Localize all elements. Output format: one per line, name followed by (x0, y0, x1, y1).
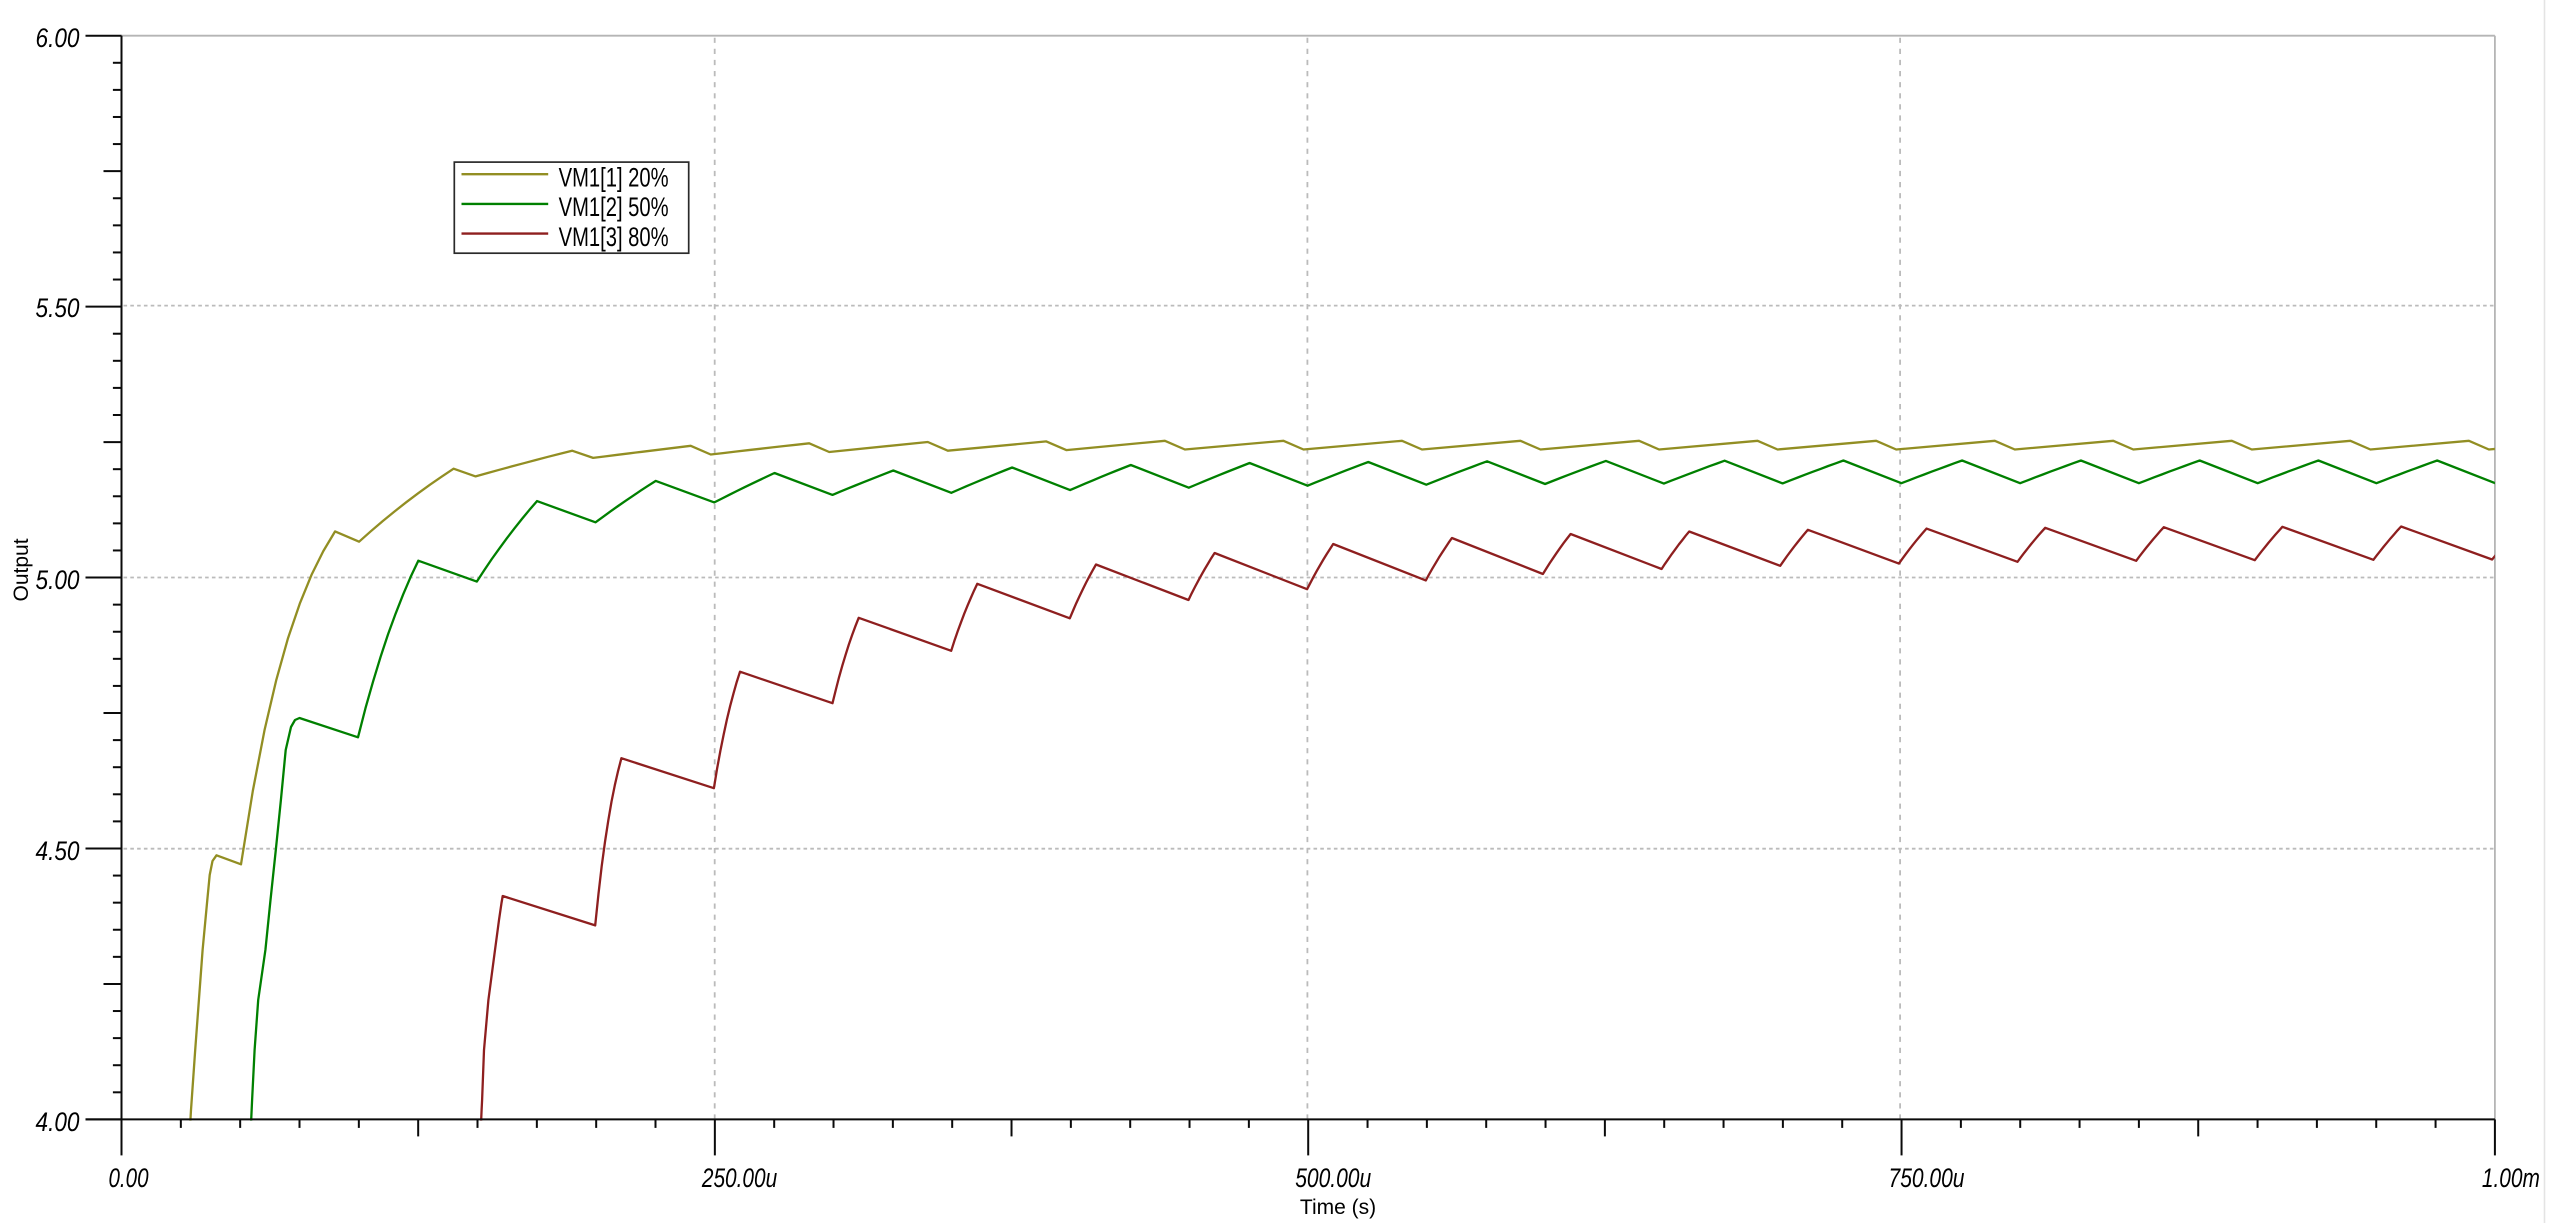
svg-text:5.50: 5.50 (36, 293, 80, 323)
svg-text:VM1[1] 20%: VM1[1] 20% (559, 163, 669, 193)
svg-text:VM1[2] 50%: VM1[2] 50% (559, 192, 669, 222)
svg-text:5.00: 5.00 (36, 565, 80, 595)
svg-text:750.00u: 750.00u (1889, 1163, 1965, 1193)
svg-text:VM1[3] 80%: VM1[3] 80% (559, 222, 669, 252)
svg-text:4.50: 4.50 (36, 836, 80, 866)
svg-text:250.00u: 250.00u (701, 1163, 777, 1193)
svg-text:4.00: 4.00 (36, 1107, 80, 1137)
svg-text:500.00u: 500.00u (1295, 1163, 1371, 1193)
svg-text:Output: Output (10, 538, 33, 601)
svg-text:0.00: 0.00 (109, 1163, 149, 1193)
svg-text:1.00m: 1.00m (2482, 1163, 2540, 1193)
svg-text:6.00: 6.00 (36, 23, 80, 53)
svg-text:Time (s): Time (s) (1300, 1196, 1376, 1219)
